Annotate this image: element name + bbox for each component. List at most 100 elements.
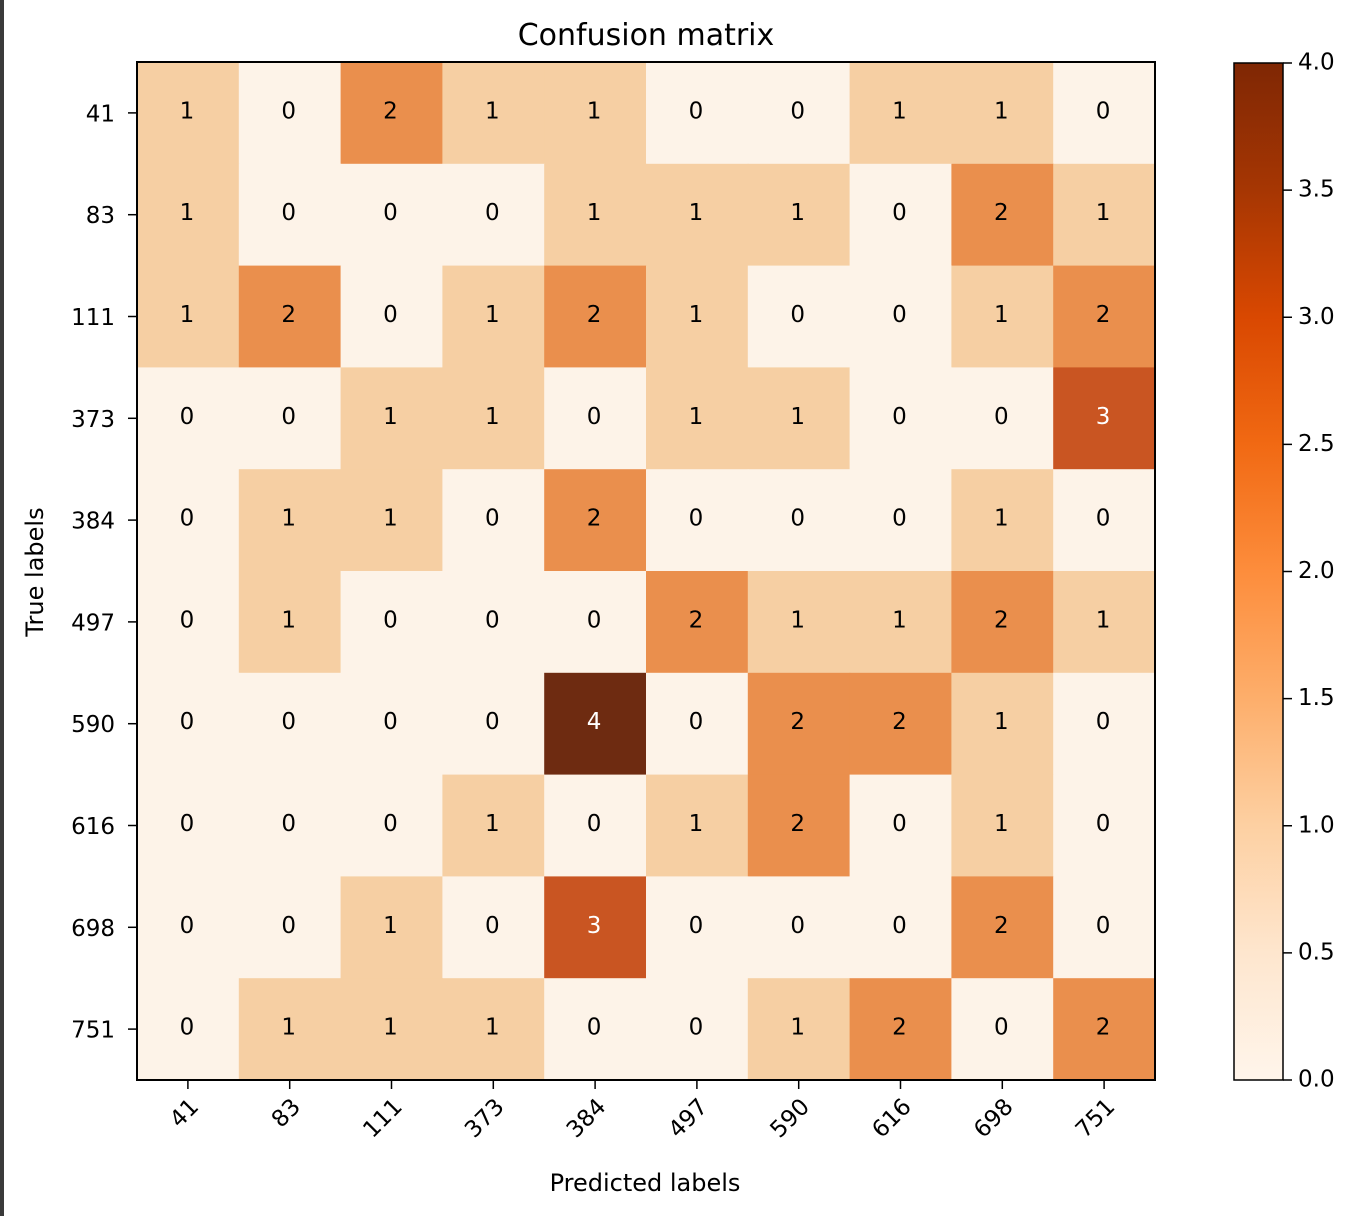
heatmap-cell [442, 876, 545, 979]
cell-value-label: 0 [383, 200, 398, 226]
x-tick-label: 590 [766, 1094, 815, 1143]
cell-value-label: 0 [281, 98, 296, 124]
cell-value-label: 0 [892, 913, 907, 939]
cell-value-label: 1 [383, 506, 398, 532]
cell-value-label: 0 [1096, 506, 1111, 532]
cell-value-label: 0 [281, 811, 296, 837]
cell-value-label: 0 [281, 200, 296, 226]
heatmap-cell [238, 876, 342, 979]
cell-value-label: 2 [383, 98, 398, 124]
heatmap-cell [747, 876, 851, 979]
x-tick-label: 384 [562, 1094, 611, 1143]
cell-value-label: 0 [180, 811, 195, 837]
heatmap-cell [442, 774, 545, 877]
heatmap-cell [544, 978, 647, 1081]
cell-value-label: 0 [689, 913, 704, 939]
cell-value-label: 1 [689, 200, 704, 226]
colorbar [1233, 62, 1284, 1081]
heatmap-cell [137, 774, 240, 877]
heatmap-cell [137, 367, 240, 470]
cell-value-label: 1 [383, 1015, 398, 1041]
heatmap-cell [951, 163, 1054, 267]
heatmap-cell [849, 978, 952, 1081]
cell-value-label: 4 [587, 709, 602, 735]
x-tick-label: 41 [165, 1094, 204, 1133]
heatmap-cell [1053, 774, 1156, 877]
cell-value-label: 0 [994, 1015, 1009, 1041]
heatmap-cell [646, 571, 749, 674]
heatmap-cell [544, 265, 647, 368]
heatmap-cell [137, 978, 240, 1081]
heatmap-cell [646, 876, 749, 979]
heatmap-cell [646, 367, 749, 470]
colorbar-tick-label: 0.5 [1298, 939, 1335, 965]
heatmap-cell [747, 571, 851, 674]
cell-value-label: 0 [790, 506, 805, 532]
y-tick-label: 111 [71, 305, 115, 331]
cell-value-label: 1 [790, 404, 805, 430]
heatmap-cell [442, 62, 545, 165]
cell-value-label: 2 [892, 709, 907, 735]
heatmap-cell [849, 265, 952, 368]
cell-value-label: 1 [994, 98, 1009, 124]
cell-value-label: 0 [180, 404, 195, 430]
heatmap-cell [137, 876, 240, 979]
colorbar-tick-label: 3.5 [1298, 177, 1335, 203]
heatmap-cell [544, 62, 647, 165]
cell-value-label: 0 [689, 709, 704, 735]
heatmap-cell [544, 163, 647, 267]
heatmap-cell-labels: 1 0 2 1 1 0 0 1 1 0 1 0 0 0 1 1 1 0 2 1 1 2 0 1 2 1 0 0 1 2 0 0 1 1 0 1 1 0 0 3… [180, 98, 1111, 1040]
cell-value-label: 1 [1096, 607, 1111, 633]
cell-value-label: 1 [485, 1015, 500, 1041]
heatmap-cell [747, 367, 851, 470]
cell-value-label: 0 [281, 709, 296, 735]
cell-value-label: 1 [180, 98, 195, 124]
heatmap-cell [137, 672, 240, 776]
cell-value-label: 1 [689, 404, 704, 430]
heatmap-cell [849, 163, 952, 267]
cell-value-label: 0 [689, 98, 704, 124]
cell-value-label: 0 [485, 709, 500, 735]
heatmap-cell [238, 571, 342, 674]
cell-value-label: 1 [383, 404, 398, 430]
cell-value-label: 2 [1096, 302, 1111, 328]
cell-value-label: 0 [587, 404, 602, 430]
cell-value-label: 1 [485, 811, 500, 837]
x-tick-label: 616 [867, 1094, 916, 1143]
heatmap-cell [646, 163, 749, 267]
cell-value-label: 0 [485, 200, 500, 226]
heatmap-cell [442, 571, 545, 674]
heatmap-cell [646, 265, 749, 368]
x-axis-ticks: 41 83 111 373 384 497 590 616 698 751 [165, 1080, 1120, 1143]
heatmap-cell [951, 62, 1054, 165]
heatmap-cell [238, 265, 342, 368]
heatmap-cell [238, 367, 342, 470]
cell-value-label: 0 [1096, 98, 1111, 124]
heatmap-cell [137, 571, 240, 674]
heatmap-cells [137, 62, 1156, 1081]
heatmap-cell [137, 265, 240, 368]
y-tick-label: 616 [71, 814, 115, 840]
cell-value-label: 2 [689, 607, 704, 633]
x-tick-label: 83 [267, 1094, 306, 1133]
cell-value-label: 0 [180, 506, 195, 532]
cell-value-label: 0 [994, 404, 1009, 430]
y-tick-label: 83 [86, 203, 115, 229]
heatmap-cell [340, 265, 443, 368]
y-tick-label: 41 [86, 101, 115, 127]
cell-value-label: 0 [1096, 811, 1111, 837]
heatmap-cell [849, 367, 952, 470]
x-tick-label: 373 [460, 1094, 509, 1143]
heatmap-cell [747, 62, 851, 165]
heatmap-cell [442, 469, 545, 572]
heatmap-cell [442, 978, 545, 1081]
heatmap-cell [544, 469, 647, 572]
heatmap-cell [340, 876, 443, 979]
cell-value-label: 0 [281, 404, 296, 430]
heatmap-cell [849, 672, 952, 776]
cell-value-label: 1 [485, 302, 500, 328]
heatmap-cell [747, 978, 851, 1081]
heatmap-cell [340, 672, 443, 776]
cell-value-label: 0 [383, 811, 398, 837]
